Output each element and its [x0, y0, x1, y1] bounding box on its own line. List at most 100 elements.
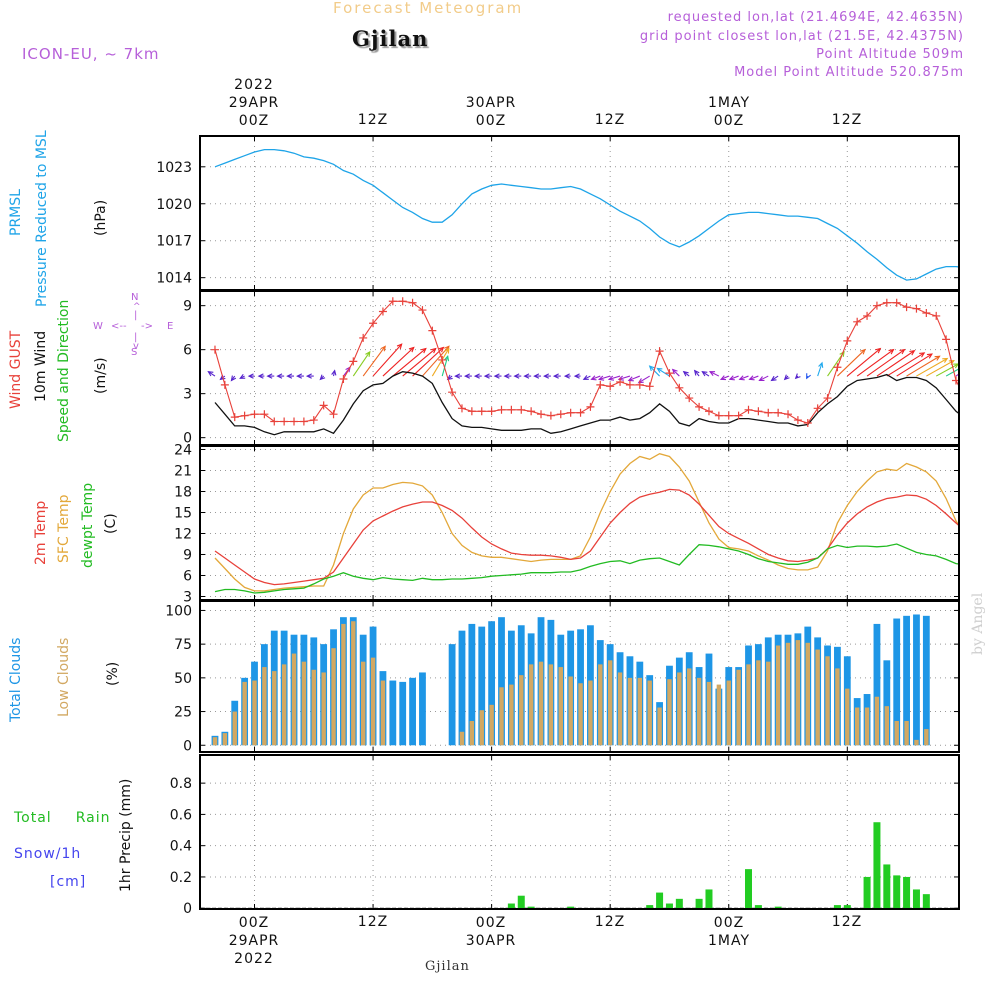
- gust-point-marker: [438, 355, 447, 364]
- wind-vector-head: [926, 353, 933, 359]
- wind-vector: [552, 373, 561, 379]
- gust-point-marker: [665, 369, 674, 378]
- total-cloud-bar: [893, 618, 901, 746]
- low-cloud-bar: [637, 677, 643, 746]
- gust-point-marker: [378, 307, 387, 316]
- wind-vector-head: [319, 374, 326, 381]
- wind-vector: [513, 373, 522, 379]
- wind-vector: [207, 370, 216, 377]
- gust-point-marker: [477, 407, 486, 416]
- low-cloud-bar: [272, 671, 277, 746]
- wind-vector-head: [719, 375, 727, 381]
- wind-vector: [719, 375, 729, 381]
- low-cloud-bar: [647, 680, 652, 746]
- ytick-label: 1014: [156, 271, 192, 287]
- low-cloud-bar: [726, 680, 731, 746]
- gust-point-marker: [457, 404, 466, 413]
- wind-vector-shaft: [846, 348, 881, 377]
- wind-vector: [533, 373, 542, 379]
- gust-point-marker: [635, 380, 644, 389]
- top-time-label-12z-1: 12Z: [357, 112, 389, 128]
- wind-vector-head: [207, 370, 214, 377]
- wind-vector-head: [454, 373, 461, 379]
- total-cloud-bar: [399, 681, 407, 746]
- gust-point-marker: [517, 405, 526, 414]
- total-cloud-bar: [488, 621, 496, 746]
- wind-vector-head: [582, 375, 589, 380]
- low-cloud-bar: [854, 707, 860, 746]
- wind-vector-shaft: [945, 368, 959, 377]
- wind-vector: [945, 365, 959, 377]
- total-cloud-bar: [883, 660, 891, 746]
- wind-vector-head: [899, 348, 906, 355]
- low-cloud-bar: [884, 706, 890, 746]
- wind-vector: [382, 346, 415, 377]
- wind-vector: [483, 373, 492, 379]
- gust-point-marker: [309, 416, 318, 425]
- point-altitude: Point Altitude 509m: [816, 47, 964, 62]
- ytick-label: 15: [174, 506, 192, 522]
- meteogram-title: Forecast Meteogram: [333, 0, 524, 17]
- panel-border: [199, 600, 960, 753]
- wind-vector-shaft: [431, 348, 450, 377]
- wind-vector-shaft: [837, 349, 866, 377]
- low-cloud-bar: [489, 704, 494, 746]
- ytick-label: 3: [183, 387, 192, 403]
- wind-vector-shaft: [657, 367, 670, 377]
- ytick-label: 25: [174, 705, 192, 721]
- wind-vector-head: [969, 373, 974, 377]
- ytick-label: 12: [174, 527, 192, 543]
- precip-bar: [745, 869, 752, 909]
- precip-bar: [517, 895, 525, 909]
- wind-vector: [607, 375, 621, 381]
- gust-point-marker: [467, 407, 476, 416]
- wind-vector-head: [648, 365, 655, 372]
- wind-vector-shaft: [422, 346, 450, 377]
- precip-bar: [843, 905, 851, 909]
- wind-vector: [846, 347, 882, 377]
- wind-vector-head: [513, 373, 520, 379]
- low-cloud-bar: [232, 711, 237, 746]
- low-cloud-bar: [479, 710, 484, 746]
- gust-point-marker: [497, 405, 506, 414]
- gust-point-marker: [882, 298, 891, 307]
- wind-vector-head: [276, 373, 283, 379]
- gust-point-marker: [319, 401, 328, 410]
- wind-vector: [906, 355, 941, 377]
- precip-bar: [665, 903, 673, 909]
- ytick-label: 0.2: [170, 870, 192, 886]
- wind-vector-shaft: [402, 348, 437, 377]
- bottom-time-label-29apr: 00Z 29APR 2022: [228, 915, 280, 967]
- low-cloud-bar: [924, 729, 929, 746]
- total-cloud-bar: [389, 680, 397, 746]
- gust-point-marker: [704, 407, 713, 416]
- wind-vector-shaft: [720, 375, 729, 380]
- low-cloud-bar: [351, 621, 356, 746]
- low-cloud-bar: [370, 657, 376, 746]
- low-cloud-bar: [864, 707, 870, 746]
- ytick-label: 0: [183, 901, 192, 917]
- wind-vector-head: [738, 375, 745, 381]
- wind-vector-head: [493, 373, 500, 379]
- low-cloud-bar: [766, 661, 771, 746]
- wind-vector-shaft: [729, 375, 739, 380]
- low-cloud-bar: [568, 676, 573, 746]
- wind-vector-shaft: [649, 365, 660, 377]
- gust-point-marker: [210, 345, 219, 354]
- gust-point-marker: [527, 407, 536, 416]
- wind-vector: [758, 375, 769, 382]
- wind-vector: [402, 347, 437, 377]
- wind-vector-head: [438, 346, 445, 353]
- wind-vector: [671, 368, 680, 377]
- wind-vector-head: [257, 373, 264, 379]
- wind-vector-shaft: [382, 347, 415, 377]
- gust-point-marker: [803, 419, 812, 427]
- wind-vector-head: [962, 368, 967, 372]
- precip-bar: [567, 906, 575, 909]
- gust-point-marker: [369, 319, 378, 328]
- ytick-label: 1023: [156, 160, 192, 176]
- wind-vector-shaft: [886, 352, 925, 377]
- ytick-label: 0: [183, 738, 192, 754]
- low-cloud-bar: [360, 661, 366, 746]
- panel-border: [199, 754, 960, 910]
